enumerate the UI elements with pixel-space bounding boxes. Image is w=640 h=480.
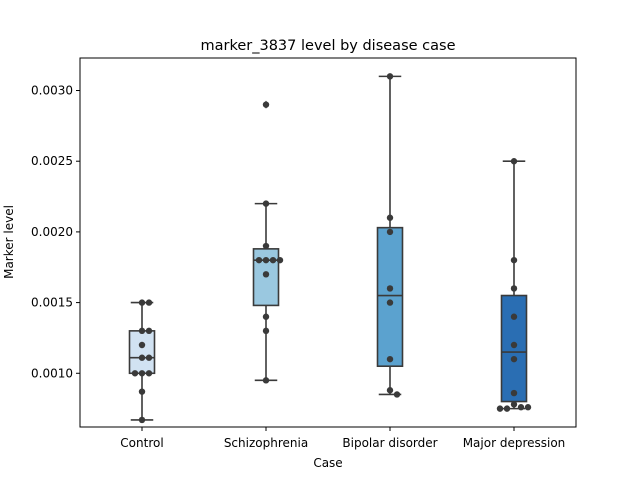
data-point bbox=[510, 256, 518, 264]
x-tick-label: Schizophrenia bbox=[224, 436, 308, 450]
data-point bbox=[393, 391, 401, 398]
y-axis: 0.0010 0.0015 0.0020 0.0025 0.0030 bbox=[31, 84, 80, 380]
data-point bbox=[138, 388, 146, 395]
data-point bbox=[262, 200, 270, 207]
data-point bbox=[262, 101, 270, 108]
data-point bbox=[138, 416, 146, 424]
data-point bbox=[510, 313, 518, 320]
data-point bbox=[138, 354, 146, 361]
data-point bbox=[262, 313, 270, 320]
data-point bbox=[386, 73, 394, 80]
box-iqr bbox=[376, 226, 404, 368]
data-point bbox=[503, 405, 511, 412]
data-point bbox=[517, 404, 525, 411]
x-axis: Control Schizophrenia Bipolar disorder Majo… bbox=[120, 427, 565, 450]
box-group bbox=[252, 100, 280, 382]
data-point bbox=[138, 327, 146, 335]
y-tick-label: 0.0020 bbox=[31, 225, 73, 239]
data-point bbox=[262, 242, 270, 250]
data-point bbox=[262, 327, 270, 335]
data-point bbox=[262, 377, 270, 384]
data-point bbox=[138, 299, 146, 306]
x-tick-label: Major depression bbox=[463, 436, 566, 450]
x-axis-label: Case bbox=[313, 456, 342, 470]
data-point bbox=[510, 285, 518, 292]
y-tick-label: 0.0030 bbox=[31, 84, 73, 98]
data-point bbox=[386, 355, 394, 363]
data-point bbox=[510, 401, 518, 408]
data-point bbox=[262, 271, 270, 278]
data-point bbox=[386, 387, 394, 394]
box-iqr bbox=[128, 330, 156, 375]
data-point bbox=[145, 299, 153, 306]
box-group bbox=[500, 160, 528, 410]
x-tick-label: Bipolar disorder bbox=[342, 436, 437, 450]
data-point bbox=[510, 341, 518, 349]
data-point bbox=[262, 256, 270, 264]
box-group bbox=[128, 301, 156, 421]
data-point bbox=[145, 327, 153, 335]
data-point bbox=[138, 341, 146, 349]
data-point bbox=[145, 370, 153, 377]
x-tick-label: Control bbox=[120, 436, 163, 450]
y-axis-label: Marker level bbox=[2, 205, 16, 279]
data-point bbox=[131, 370, 139, 377]
data-point bbox=[269, 256, 277, 264]
data-point bbox=[524, 404, 532, 411]
data-point bbox=[510, 158, 518, 165]
data-point bbox=[255, 256, 263, 264]
y-tick-label: 0.0015 bbox=[31, 296, 73, 310]
chart-title: marker_3837 level by disease case bbox=[201, 38, 456, 54]
data-point bbox=[510, 389, 518, 397]
box-group bbox=[376, 75, 404, 396]
data-point bbox=[138, 370, 146, 377]
data-point bbox=[145, 354, 153, 361]
data-point bbox=[510, 355, 518, 363]
plot-frame bbox=[79, 57, 577, 428]
data-point bbox=[386, 214, 394, 221]
data-point bbox=[276, 256, 284, 264]
data-point bbox=[386, 285, 394, 292]
plot-area bbox=[128, 73, 532, 424]
data-point bbox=[496, 405, 504, 412]
data-point bbox=[386, 228, 394, 236]
y-tick-label: 0.0010 bbox=[31, 366, 73, 380]
box-iqr bbox=[500, 294, 528, 403]
data-point bbox=[386, 299, 394, 306]
y-tick-label: 0.0025 bbox=[31, 154, 73, 168]
